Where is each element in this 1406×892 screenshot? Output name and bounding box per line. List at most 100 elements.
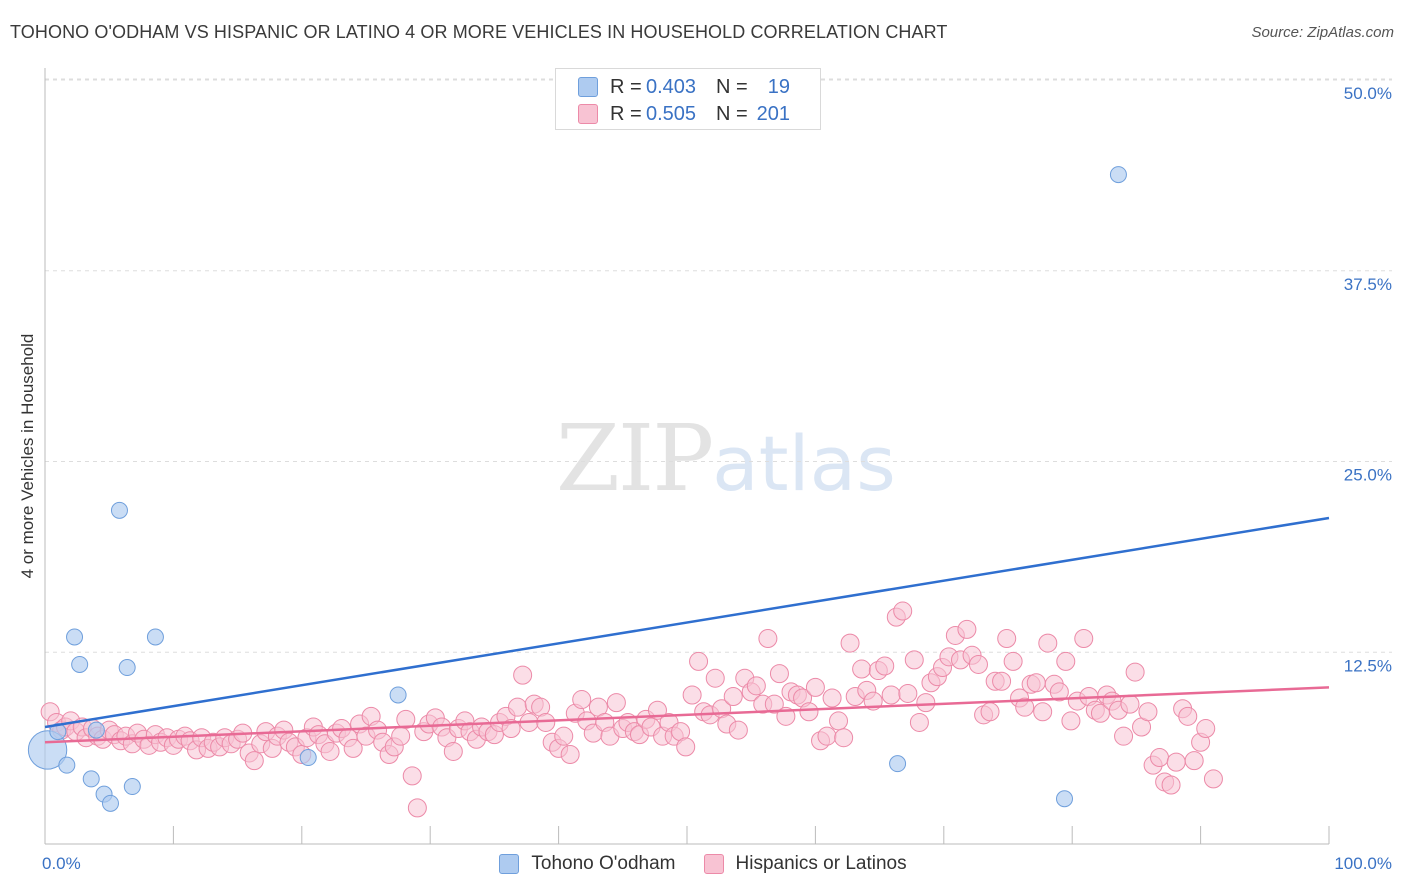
- n-label: N =: [716, 75, 748, 98]
- hispanics-point: [501, 719, 521, 739]
- tick-labels: 12.5% 25.0% 37.5% 50.0% 0.0% 100.0%: [42, 84, 1392, 873]
- tohono-point: [71, 655, 89, 673]
- hispanics-point: [554, 726, 574, 746]
- watermark-zip: ZIP: [556, 405, 714, 512]
- hispanics-point: [1074, 629, 1094, 649]
- hispanics-point: [508, 697, 528, 717]
- hispanics-point: [1184, 751, 1204, 771]
- hispanics-point: [1026, 673, 1046, 693]
- legend-swatch-blue: [578, 77, 598, 97]
- hispanics-point: [1203, 769, 1223, 789]
- hispanics-points: [40, 601, 1223, 818]
- tohono-points: [27, 166, 1127, 812]
- tohono-point: [58, 756, 76, 774]
- hispanics-point: [606, 693, 626, 713]
- hispanics-point: [997, 629, 1017, 649]
- hispanics-point: [676, 737, 696, 757]
- hispanics-point: [1114, 726, 1134, 746]
- hispanics-point: [244, 751, 264, 771]
- hispanics-point: [875, 656, 895, 676]
- tohono-point: [299, 749, 317, 767]
- hispanics-point: [391, 726, 411, 746]
- hispanics-point: [1049, 682, 1069, 702]
- hispanics-point: [1056, 651, 1076, 671]
- hispanics-point: [1038, 633, 1058, 653]
- legend-row-tohono: R = 0.403 N = 19: [578, 74, 790, 100]
- hispanics-point: [898, 683, 918, 703]
- hispanics-point: [723, 687, 743, 707]
- hispanics-point: [817, 726, 837, 746]
- tohono-point: [49, 723, 67, 741]
- y-tick-label: 50.0%: [1344, 84, 1392, 103]
- hispanics-point: [407, 798, 427, 818]
- hispanics-point: [852, 659, 872, 679]
- r-label: R =: [610, 102, 642, 125]
- legend-label-hispanics: Hispanics or Latinos: [735, 853, 907, 874]
- hispanics-point: [560, 744, 580, 764]
- tohono-trend-line: [44, 516, 1330, 729]
- r-label: R =: [610, 75, 642, 98]
- tohono-point: [27, 730, 68, 770]
- hispanics-point: [968, 654, 988, 674]
- hispanics-point: [1120, 694, 1140, 714]
- tohono-point: [110, 501, 128, 519]
- series-legend: Tohono O'odham Hispanics or Latinos: [0, 850, 1406, 878]
- hispanics-point: [840, 633, 860, 653]
- hispanics-point: [689, 651, 709, 671]
- watermark-atlas: atlas: [712, 419, 896, 508]
- r-value: 0.403: [646, 75, 697, 98]
- legend-swatch-pink: [703, 854, 724, 874]
- tohono-point: [1055, 790, 1073, 808]
- hispanics-point: [980, 702, 1000, 722]
- hispanics-point: [764, 694, 784, 714]
- r-value: 0.505: [646, 102, 697, 125]
- x-tick-label: 0.0%: [42, 854, 81, 873]
- legend-item-tohono: Tohono O'odham: [499, 853, 676, 875]
- hispanics-point: [682, 685, 702, 705]
- hispanics-point: [1015, 697, 1035, 717]
- n-value: 201: [756, 102, 790, 125]
- legend-swatch-pink: [578, 104, 598, 124]
- hispanics-point: [320, 741, 340, 761]
- hispanics-point: [799, 702, 819, 722]
- hispanics-point: [829, 711, 849, 731]
- source-label: Source: ZipAtlas.com: [1251, 24, 1394, 41]
- y-tick-label: 25.0%: [1344, 466, 1392, 485]
- tohono-point: [118, 659, 136, 677]
- hispanics-point: [909, 712, 929, 732]
- hispanics-trend-line: [44, 686, 1330, 744]
- hispanics-point: [1033, 702, 1053, 722]
- y-axis-label: 4 or more Vehicles in Household: [18, 333, 37, 579]
- hispanics-point: [536, 712, 556, 732]
- hispanics-point: [805, 677, 825, 697]
- hispanics-point: [746, 676, 766, 696]
- hispanics-point: [758, 629, 778, 649]
- tohono-point: [87, 721, 105, 739]
- hispanics-point: [343, 738, 363, 758]
- tohono-point: [101, 794, 119, 812]
- hispanics-point: [834, 728, 854, 748]
- chart-title: TOHONO O'ODHAM VS HISPANIC OR LATINO 4 O…: [10, 22, 948, 42]
- hispanics-point: [1161, 775, 1181, 795]
- grid-lines: [45, 78, 1392, 653]
- hispanics-point: [443, 741, 463, 761]
- hispanics-point: [904, 650, 924, 670]
- x-tick-label: 100.0%: [1334, 854, 1392, 873]
- hispanics-point: [1138, 702, 1158, 722]
- hispanics-point: [728, 720, 748, 740]
- tohono-point: [82, 770, 100, 788]
- hispanics-point: [1061, 711, 1081, 731]
- y-tick-label: 37.5%: [1344, 275, 1392, 294]
- hispanics-point: [572, 690, 592, 710]
- tohono-point: [389, 686, 407, 704]
- legend-swatch-blue: [499, 854, 520, 874]
- hispanics-point: [513, 665, 533, 685]
- tohono-point: [66, 628, 84, 646]
- hispanics-point: [893, 601, 913, 621]
- hispanics-point: [705, 668, 725, 688]
- hispanics-point: [769, 664, 789, 684]
- hispanics-point: [402, 766, 422, 786]
- hispanics-point: [1150, 748, 1170, 768]
- legend-row-hispanics: R = 0.505 N = 201: [578, 101, 790, 127]
